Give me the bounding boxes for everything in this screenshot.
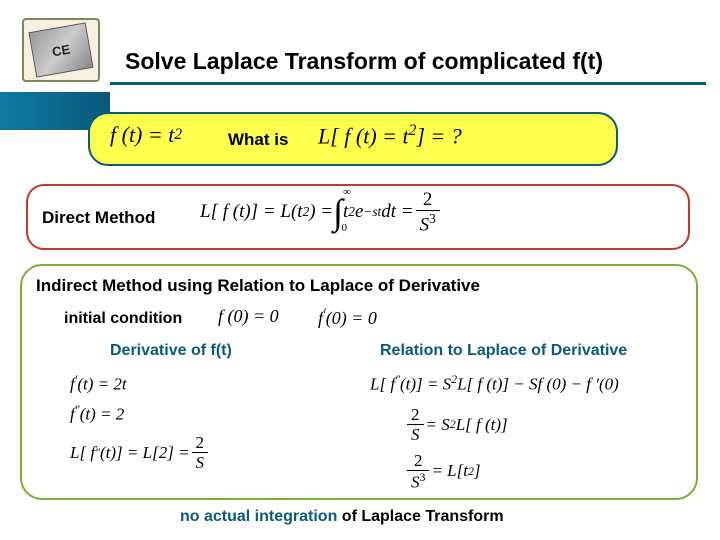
deriv-eq-1: f′(t) = 2t [70, 372, 127, 395]
r3d: S3 [407, 471, 429, 491]
lap-text: L[ f (t) = t [318, 123, 409, 148]
func-exp: 2 [174, 126, 182, 144]
indirect-title: Indirect Method using Relation to Laplac… [36, 276, 480, 296]
r3de: 3 [420, 470, 426, 484]
slide-header: CE Solve Laplace Transform of complicate… [0, 0, 720, 90]
d3m: (t)] = L[2] = [100, 443, 190, 463]
r2m: = S [426, 415, 450, 435]
r2d: S [407, 425, 424, 443]
lap-end: ] = ? [416, 123, 461, 148]
d2r: (t) = 2 [80, 405, 125, 424]
r3n: 2 [407, 452, 429, 471]
ic2-r: (0) = 0 [326, 308, 377, 328]
df-den: S3 [416, 211, 440, 234]
function-equation: f (t) = t2 [110, 122, 182, 148]
d3-frac: 2 S [192, 434, 209, 471]
r3end: ] [474, 461, 481, 481]
what-is-label: What is [228, 130, 288, 150]
func-text: f (t) = t [110, 122, 174, 148]
r1r: L[ f (t)] − Sf (0) − f ′(0) [457, 375, 619, 394]
bottom-caption: no actual integration of Laplace Transfo… [180, 508, 504, 526]
df-num: 2 [416, 190, 440, 211]
integral-sign: ∫∞0 [333, 196, 343, 228]
init-cond-2: f′(0) = 0 [318, 306, 377, 329]
r3r: = L[t [431, 461, 468, 481]
r2-frac: 2 S [407, 406, 424, 443]
d3l: L[ f [70, 443, 95, 463]
direct-equation: L[ f (t)] = L(t2) = ∫∞0 t2e−stdt = 2 S3 [200, 190, 442, 234]
d3d: S [192, 453, 209, 471]
de-left: L[ f (t)] = L(t [200, 201, 303, 223]
d3n: 2 [192, 434, 209, 453]
derivative-heading: Derivative of f(t) [110, 342, 232, 360]
de-int1e: 2 [348, 204, 355, 220]
de-int2: e [355, 201, 363, 223]
deriv-eq-2: f″(t) = 2 [70, 402, 124, 425]
direct-method-label: Direct Method [42, 208, 155, 228]
r2n: 2 [407, 406, 424, 425]
r3ds: S [411, 473, 420, 492]
logo: CE [22, 18, 100, 82]
de-int3: dt = [381, 201, 413, 223]
de-int2e: −st [363, 204, 381, 220]
direct-fraction: 2 S3 [416, 190, 440, 234]
df-den-s: S [420, 214, 430, 235]
caption-highlight: no actual integration [180, 508, 337, 525]
caption-rest: of Laplace Transform [337, 508, 503, 525]
de-mid: ) = [309, 201, 333, 223]
int-upper: ∞ [343, 188, 351, 198]
relation-eq-3: 2 S3 = L[t2] [405, 452, 481, 491]
r3-frac: 2 S3 [407, 452, 429, 491]
relation-heading: Relation to Laplace of Derivative [380, 342, 627, 360]
relation-eq-1: L[ f″(t)] = S2L[ f (t)] − Sf (0) − f ′(0… [370, 372, 619, 395]
title-underline [110, 82, 706, 85]
page-title: Solve Laplace Transform of complicated f… [125, 48, 603, 75]
r1m: (t)] = S [400, 375, 451, 394]
int-lower: 0 [342, 224, 348, 234]
r2r: L[ f (t)] [456, 415, 508, 435]
relation-eq-2: 2 S = S2 L[ f (t)] [405, 406, 508, 443]
initial-condition-label: initial condition [64, 310, 182, 328]
init-cond-1: f (0) = 0 [218, 306, 279, 327]
deriv-eq-3: L[ f″(t)] = L[2] = 2 S [70, 434, 210, 471]
r1l: L[ f [370, 375, 395, 394]
d1r: (t) = 2t [77, 375, 126, 394]
logo-text: CE [28, 22, 93, 77]
laplace-question: L[ f (t) = t2] = ? [318, 122, 462, 149]
df-den-e: 3 [429, 211, 436, 226]
